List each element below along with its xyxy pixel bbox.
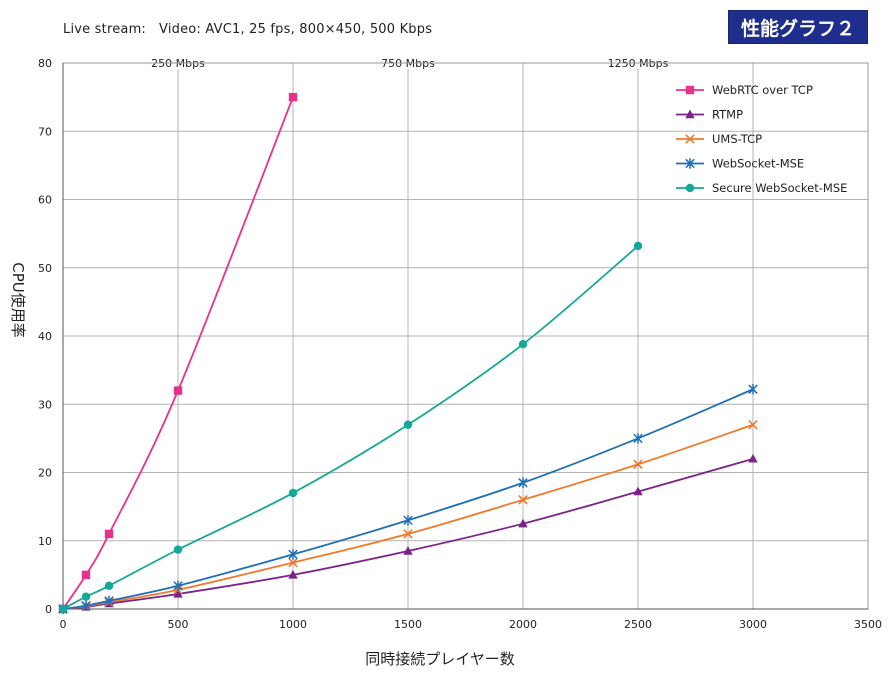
legend-item: UMS-TCP xyxy=(676,132,762,146)
data-point xyxy=(104,581,114,590)
legend-item: Secure WebSocket-MSE xyxy=(676,181,847,195)
data-point xyxy=(685,183,695,193)
x-axis-title: 同時接続プレイヤー数 xyxy=(365,650,515,668)
y-tick-label: 30 xyxy=(38,398,52,411)
data-point xyxy=(403,545,413,555)
data-point xyxy=(104,529,114,539)
series-line xyxy=(62,423,754,610)
tick-labels: 0 10 20 30 40 50 60 70 80 0 500 1000 1500 2000 2500 300… xyxy=(38,57,882,631)
series-websocket-mse xyxy=(58,384,758,615)
data-point xyxy=(633,486,643,496)
x-tick-label: 1000 xyxy=(279,618,307,631)
data-point xyxy=(288,569,298,579)
data-point xyxy=(58,604,68,614)
x-tick-label: 500 xyxy=(168,618,189,631)
data-point xyxy=(518,518,528,528)
legend-label: WebSocket-MSE xyxy=(712,157,804,171)
data-point xyxy=(173,588,183,598)
y-tick-label: 60 xyxy=(38,194,52,207)
data-point xyxy=(173,580,183,591)
data-point xyxy=(518,477,528,488)
data-point xyxy=(173,545,183,554)
data-point xyxy=(288,557,298,568)
data-point xyxy=(81,600,91,611)
legend-item: RTMP xyxy=(676,108,743,122)
y-tick-label: 40 xyxy=(38,330,52,343)
legend-item: WebRTC over TCP xyxy=(676,83,813,97)
series-line xyxy=(62,388,754,610)
data-point xyxy=(685,109,695,119)
data-point xyxy=(633,433,643,444)
legend-label: Secure WebSocket-MSE xyxy=(712,181,847,195)
data-point xyxy=(288,549,298,560)
y-tick-label: 0 xyxy=(45,603,52,616)
x-tick-label: 0 xyxy=(60,618,67,631)
series-secure-websocket-mse xyxy=(58,241,643,614)
y-tick-label: 70 xyxy=(38,125,52,138)
data-point xyxy=(81,592,91,601)
legend-item: WebSocket-MSE xyxy=(676,157,804,171)
legend-label: WebRTC over TCP xyxy=(712,83,813,97)
y-tick-label: 10 xyxy=(38,535,52,548)
y-axis-title: CPU使用率 xyxy=(9,262,27,338)
grid-lines xyxy=(63,63,868,609)
data-point xyxy=(685,158,695,169)
x-tick-label: 2000 xyxy=(509,618,537,631)
series-line xyxy=(62,245,639,610)
data-point xyxy=(748,419,758,430)
data-point xyxy=(403,515,413,526)
legend-label: RTMP xyxy=(712,108,743,122)
data-point xyxy=(288,92,298,102)
legend: WebRTC over TCP RTMP UMS-TCP WebSocket-MSE S… xyxy=(676,83,847,195)
data-point xyxy=(633,459,643,470)
series-line xyxy=(62,457,754,610)
x-tick-label: 3000 xyxy=(739,618,767,631)
axes xyxy=(62,62,869,610)
data-point xyxy=(403,420,413,429)
x-tick-label: 2500 xyxy=(624,618,652,631)
data-point xyxy=(403,529,413,539)
data-point xyxy=(173,386,183,395)
y-tick-label: 20 xyxy=(38,467,52,480)
legend-label: UMS-TCP xyxy=(712,132,762,146)
data-point xyxy=(748,453,758,463)
data-point xyxy=(104,595,114,607)
data-point xyxy=(518,495,528,505)
x-tick-label: 1500 xyxy=(394,618,422,631)
data-point xyxy=(748,384,758,395)
y-tick-label: 80 xyxy=(38,57,52,70)
data-point xyxy=(81,570,91,580)
title-badge: 性能グラフ２ xyxy=(728,10,868,44)
x-tick-label: 3500 xyxy=(854,618,882,631)
data-point xyxy=(685,134,695,144)
data-point xyxy=(288,488,298,498)
series-group xyxy=(58,92,758,615)
data-point xyxy=(518,339,528,349)
y-tick-label: 50 xyxy=(38,262,52,275)
chart-subtitle: Live stream: Video: AVC1, 25 fps, 800×45… xyxy=(63,22,433,37)
data-point xyxy=(685,85,695,95)
data-point xyxy=(633,241,643,251)
